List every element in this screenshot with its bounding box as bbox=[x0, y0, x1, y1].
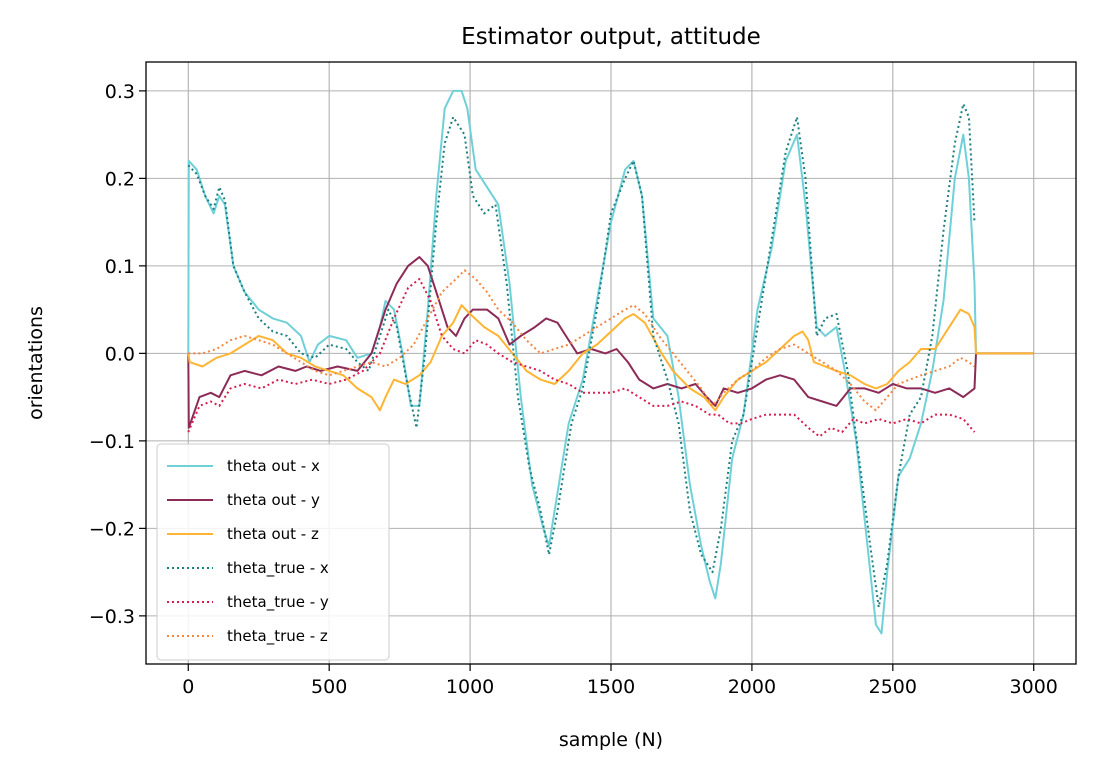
series-layer bbox=[187, 89, 1034, 635]
series-line-theta-out-x bbox=[187, 89, 1034, 635]
series-line-theta-true-z bbox=[188, 269, 976, 412]
x-axis-label: sample (N) bbox=[559, 729, 663, 751]
y-tick-label: 0.1 bbox=[105, 256, 135, 278]
x-tick-label: 1000 bbox=[446, 676, 494, 698]
x-tick-label: 3000 bbox=[1010, 676, 1058, 698]
legend-label: theta out - y bbox=[227, 491, 320, 509]
plot-area-frame bbox=[145, 61, 1077, 665]
x-tick-label: 1500 bbox=[587, 676, 635, 698]
legend-box bbox=[156, 443, 390, 661]
series-line-theta-true-x bbox=[187, 103, 976, 609]
x-tick-label: 2000 bbox=[728, 676, 776, 698]
y-tick-label: −0.1 bbox=[89, 431, 135, 453]
series-line-theta-true-y bbox=[187, 278, 976, 438]
x-tick-label: 2500 bbox=[869, 676, 917, 698]
legend: theta out - x theta out - y theta out - z t… bbox=[156, 443, 390, 661]
legend-label: theta out - x bbox=[227, 457, 320, 475]
legend-label: theta out - z bbox=[227, 525, 319, 543]
y-tick-label: 0.2 bbox=[105, 168, 135, 190]
y-tick-label: 0.3 bbox=[105, 81, 135, 103]
axis-ticks: 0 500 1000 1500 2000 2500 3000 −0.3 −0.2 −0.1 0.0 0… bbox=[89, 81, 1058, 698]
legend-label: theta_true - z bbox=[227, 627, 328, 646]
y-axis-label: orientations bbox=[25, 306, 47, 420]
x-tick-label: 0 bbox=[182, 676, 194, 698]
chart-title: Estimator output, attitude bbox=[461, 24, 761, 50]
series-line-theta-out-z bbox=[187, 304, 1034, 412]
y-tick-label: −0.2 bbox=[89, 518, 135, 540]
legend-label: theta_true - x bbox=[227, 559, 329, 578]
legend-label: theta_true - y bbox=[227, 593, 329, 612]
y-tick-label: −0.3 bbox=[89, 606, 135, 628]
x-tick-label: 500 bbox=[311, 676, 347, 698]
y-tick-label: 0.0 bbox=[105, 343, 135, 365]
